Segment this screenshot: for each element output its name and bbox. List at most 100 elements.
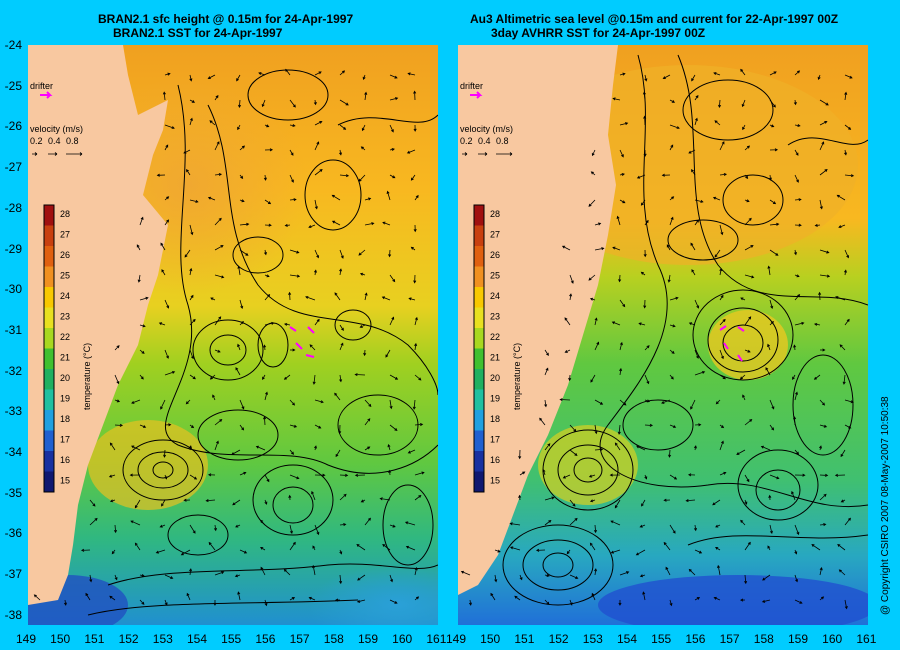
velocity-arrow: [744, 217, 752, 226]
velocity-arrow: [339, 574, 343, 585]
velocity-arrow: [794, 149, 799, 156]
velocity-arrow: [611, 321, 621, 326]
velocity-arrow: [289, 123, 296, 128]
velocity-arrow: [840, 449, 846, 458]
latitude-tick-label: -35: [4, 485, 22, 500]
velocity-arrow: [590, 171, 596, 176]
velocity-arrow: [719, 318, 726, 326]
velocity-arrow: [644, 423, 654, 427]
velocity-arrow: [594, 568, 598, 576]
velocity-arrow: [569, 599, 573, 606]
velocity-arrow: [544, 496, 555, 501]
colorbar-tick-label: 16: [490, 455, 500, 465]
colorbar-tick-label: 17: [60, 435, 70, 445]
velocity-arrow: [237, 343, 241, 351]
velocity-arrow: [694, 117, 698, 126]
velocity-arrow: [519, 471, 526, 476]
longitude-tick-label: 149: [15, 632, 37, 646]
latitude-tick-label: -33: [4, 404, 22, 419]
velocity-arrow: [160, 399, 166, 410]
velocity-arrow: [767, 265, 771, 276]
velocity-arrow: [213, 599, 217, 606]
velocity-arrow: [740, 519, 746, 526]
velocity-arrow: [559, 398, 571, 402]
velocity-arrow: [760, 445, 771, 451]
velocity-arrow: [288, 291, 292, 301]
velocity-arrow: [89, 574, 93, 583]
velocity-arrow: [569, 293, 573, 301]
velocity-arrow: [334, 392, 341, 401]
velocity-arrow: [644, 399, 651, 403]
velocity-arrow: [264, 124, 270, 128]
velocity-arrow: [614, 442, 621, 451]
velocity-arrow: [339, 174, 350, 178]
velocity-arrow: [685, 499, 696, 503]
velocity-arrow: [231, 449, 241, 455]
velocity-arrow: [414, 194, 419, 201]
left-map-svg: drifter velocity (m/s) 0.2 0.4 0.8 28272…: [28, 45, 438, 625]
velocity-arrow: [264, 474, 270, 483]
velocity-arrow: [643, 149, 647, 157]
velocity-arrow: [739, 374, 746, 380]
velocity-arrow: [840, 499, 846, 503]
colorbar-swatch: [474, 307, 484, 328]
velocity-arrow: [314, 121, 323, 126]
velocity-arrow: [544, 349, 549, 356]
velocity-arrow: [640, 199, 646, 206]
velocity-arrow: [260, 519, 266, 526]
colorbar-border: [43, 204, 55, 493]
velocity-arrow: [389, 524, 396, 528]
velocity-arrow: [129, 473, 141, 477]
right-title-line2: 3day AVHRR SST for 24-Apr-1997 00Z: [491, 26, 706, 40]
velocity-arrow: [289, 424, 298, 428]
velocity-arrow: [385, 349, 391, 358]
velocity-arrow: [843, 269, 847, 276]
velocity-arrow: [740, 68, 746, 76]
velocity-arrow: [544, 399, 548, 408]
velocity-arrow: [314, 199, 318, 210]
velocity-arrow: [209, 120, 216, 126]
velocity-arrow: [314, 141, 320, 151]
velocity-arrow: [407, 72, 416, 76]
latitude-tick-label: -29: [4, 241, 22, 256]
velocity-arrow: [264, 148, 274, 152]
left-title-line2: BRAN2.1 SST for 24-Apr-1997: [113, 26, 283, 40]
velocity-arrow: [744, 349, 751, 353]
velocity-arrow: [114, 574, 118, 581]
velocity-arrow: [164, 144, 169, 151]
velocity-arrow: [594, 222, 602, 226]
velocity-arrow: [389, 147, 395, 152]
velocity-arrow: [719, 224, 724, 236]
velocity-arrow: [588, 474, 596, 478]
velocity-arrow: [339, 70, 346, 76]
velocity-arrow: [594, 341, 600, 351]
velocity-arrow: [769, 299, 774, 310]
velocity-arrow: [164, 299, 170, 309]
velocity-arrow: [189, 74, 193, 82]
velocity-arrow: [693, 524, 698, 532]
velocity-arrow: [258, 72, 266, 76]
velocity-arrow: [594, 424, 598, 435]
velocity-arrow: [544, 443, 551, 451]
colorbar-tick-label: 17: [490, 435, 500, 445]
velocity-legend-value-2: 0.4: [478, 136, 491, 146]
velocity-arrow: [189, 424, 195, 429]
velocity-arrow: [813, 374, 821, 380]
velocity-arrow: [643, 249, 647, 258]
velocity-arrow: [263, 344, 267, 351]
velocity-arrow: [736, 449, 746, 455]
velocity-arrow: [213, 524, 218, 532]
velocity-arrow: [414, 494, 422, 501]
longitude-tick-label: 156: [685, 632, 706, 646]
colorbar-swatch: [44, 266, 54, 287]
longitude-tick-label: 149: [445, 632, 467, 646]
colorbar-tick-label: 27: [490, 230, 500, 240]
velocity-arrow: [308, 224, 316, 229]
velocity-arrow: [819, 567, 823, 576]
velocity-arrow: [740, 297, 746, 301]
velocity-arrow: [389, 316, 395, 326]
latitude-tick-label: -31: [4, 322, 22, 337]
velocity-arrow: [189, 224, 194, 236]
velocity-arrow: [389, 374, 399, 380]
colorbar-swatch: [474, 246, 484, 267]
